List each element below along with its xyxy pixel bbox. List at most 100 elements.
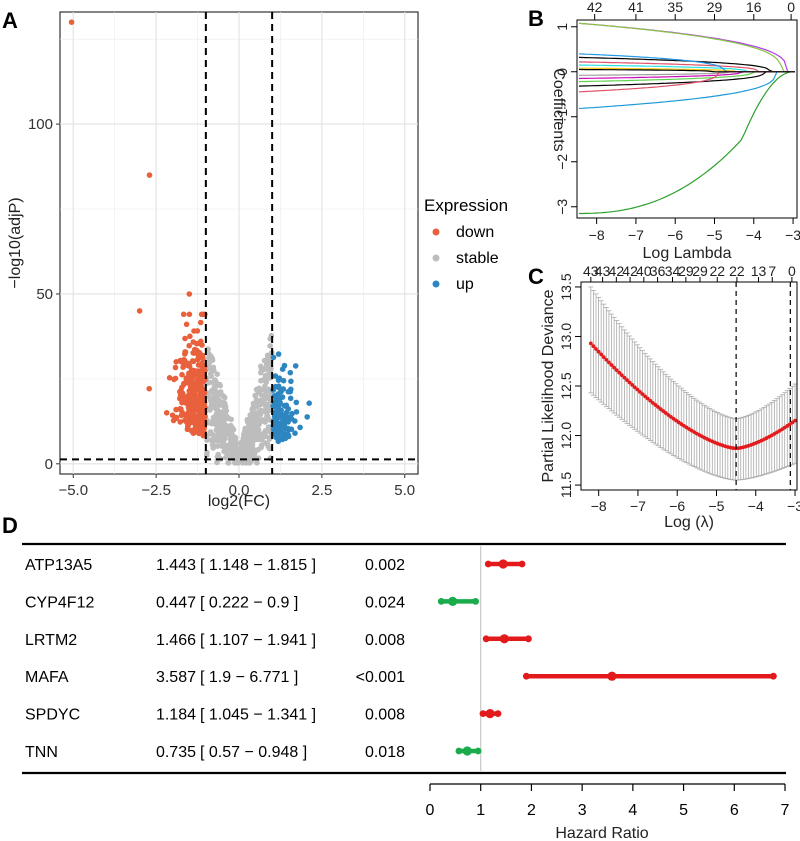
hazard-ratio-point xyxy=(498,559,508,569)
volcano-plot: −5.0 −2.5 0.0 2.5 5.0 0 50 100 log2(FC) −log10(… xyxy=(7,11,508,510)
point-down xyxy=(182,349,189,355)
point-stable xyxy=(257,400,264,407)
coefficient-y-tick-label: 1 xyxy=(554,23,570,31)
deviance-top-tick-label: 43 xyxy=(595,263,611,279)
deviance-y-tick-label: 13.5 xyxy=(558,273,574,300)
deviance-error-bars xyxy=(588,286,798,481)
point-up xyxy=(287,369,294,376)
point-down xyxy=(177,419,183,425)
volcano-x-tick-label: 2.5 xyxy=(311,482,332,499)
coefficient-path-s4 xyxy=(578,71,795,110)
point-down xyxy=(184,419,190,426)
gene-name: CYP4F12 xyxy=(25,594,94,611)
hazard-ratio-point xyxy=(462,746,472,756)
point-stable xyxy=(213,400,219,406)
point-up xyxy=(288,426,295,433)
point-stable xyxy=(261,357,268,364)
forest-row-spdyc: SPDYC 1.184[ 1.045 − 1.341 ] 0.008 xyxy=(25,707,502,724)
forest-x-tick-label: 3 xyxy=(578,802,587,819)
point-down xyxy=(191,407,197,414)
deviance-point xyxy=(658,407,663,411)
gene-name: MAFA xyxy=(25,669,69,686)
deviance-y-axis-title: Partial Likelihood Deviance xyxy=(540,289,557,482)
point-stable xyxy=(246,439,252,446)
point-stable xyxy=(258,363,264,370)
deviance-axes: −8 −7 −6 −5 −4 −311.512.012.513.013.543434242… xyxy=(558,263,800,514)
deviance-point xyxy=(612,365,616,370)
point-down xyxy=(186,388,193,394)
point-down xyxy=(196,430,202,437)
confidence-interval-lower-cap xyxy=(455,747,463,755)
deviance-x-tick-label: −4 xyxy=(748,498,764,514)
point-stable xyxy=(219,433,225,440)
point-down xyxy=(184,412,190,419)
point-down xyxy=(190,419,196,425)
point-up xyxy=(280,425,287,431)
point-down xyxy=(189,380,196,387)
point-down xyxy=(194,368,200,375)
deviance-point xyxy=(627,380,632,385)
hazard-ratio-point xyxy=(448,596,458,607)
point-down xyxy=(192,388,198,395)
confidence-interval-text: [ 1.148 − 1.815 ] xyxy=(200,557,316,574)
point-stable xyxy=(204,449,210,456)
deviance-x-tick-label: −5 xyxy=(709,498,725,514)
forest-row-cyp4f12: CYP4F12 0.447[ 0.222 − 0.9 ] 0.024 xyxy=(25,594,480,611)
point-stable xyxy=(264,440,271,447)
deviance-point xyxy=(648,398,653,403)
p-value: 0.024 xyxy=(365,594,405,611)
coefficient-x-tick-label: −5 xyxy=(707,227,723,243)
point-down xyxy=(187,333,193,340)
point-stable xyxy=(245,426,251,432)
coefficient-path-s3 xyxy=(578,22,795,73)
volcano-y-tick-label: 50 xyxy=(36,286,53,303)
gene-name: ATP13A5 xyxy=(25,557,92,574)
point-stable xyxy=(258,392,265,399)
coefficient-top-tick-label: 16 xyxy=(746,0,762,15)
point-stable xyxy=(229,424,235,431)
point-up xyxy=(283,403,289,410)
forest-rows: ATP13A5 1.443[ 1.148 − 1.815 ] 0.002 CYP4F1… xyxy=(25,546,777,771)
confidence-interval-lower-cap xyxy=(522,672,530,680)
coefficient-top-tick-label: 0 xyxy=(787,0,795,15)
point-down xyxy=(184,426,191,433)
deviance-point xyxy=(609,363,614,367)
deviance-top-tick-label: 0 xyxy=(788,263,796,279)
deviance-point xyxy=(591,344,596,349)
p-value: 0.008 xyxy=(365,632,405,649)
deviance-point xyxy=(656,405,660,409)
deviance-top-tick-label: 36 xyxy=(650,263,666,279)
point-stable xyxy=(208,373,214,380)
gene-name: LRTM2 xyxy=(25,632,77,649)
point-stable xyxy=(215,438,221,444)
deviance-points xyxy=(588,341,797,451)
coefficient-x-tick-label: −3 xyxy=(785,227,800,243)
point-up xyxy=(293,399,300,406)
deviance-top-tick-label: 40 xyxy=(636,263,652,279)
coefficient-y-tick-label: −2 xyxy=(554,154,570,170)
coefficient-paths xyxy=(578,22,795,215)
point-up xyxy=(270,354,277,361)
point-stable xyxy=(209,365,215,372)
deviance-point xyxy=(643,394,648,399)
point-up xyxy=(273,434,280,441)
coefficient-path-s15 xyxy=(579,68,795,73)
point-up xyxy=(276,375,283,382)
volcano-x-tick-label: −2.5 xyxy=(141,482,171,499)
forest-plot: ATP13A5 1.443[ 1.148 − 1.815 ] 0.002 CYP4F1… xyxy=(22,542,790,841)
point-stable xyxy=(213,410,220,417)
point-up xyxy=(281,414,288,421)
confidence-interval-upper-cap xyxy=(494,710,502,717)
coefficient-top-tick-label: 41 xyxy=(628,0,644,15)
confidence-interval-upper-cap xyxy=(518,560,526,568)
deviance-point xyxy=(638,389,642,394)
deviance-top-tick-label: 42 xyxy=(622,263,638,279)
point-down xyxy=(186,362,193,369)
hazard-ratio-value: 0.447 xyxy=(156,594,196,611)
point-stable xyxy=(214,432,220,439)
point-up xyxy=(278,429,285,436)
point-down xyxy=(178,387,184,394)
point-up xyxy=(271,425,277,432)
point-down xyxy=(166,375,173,381)
